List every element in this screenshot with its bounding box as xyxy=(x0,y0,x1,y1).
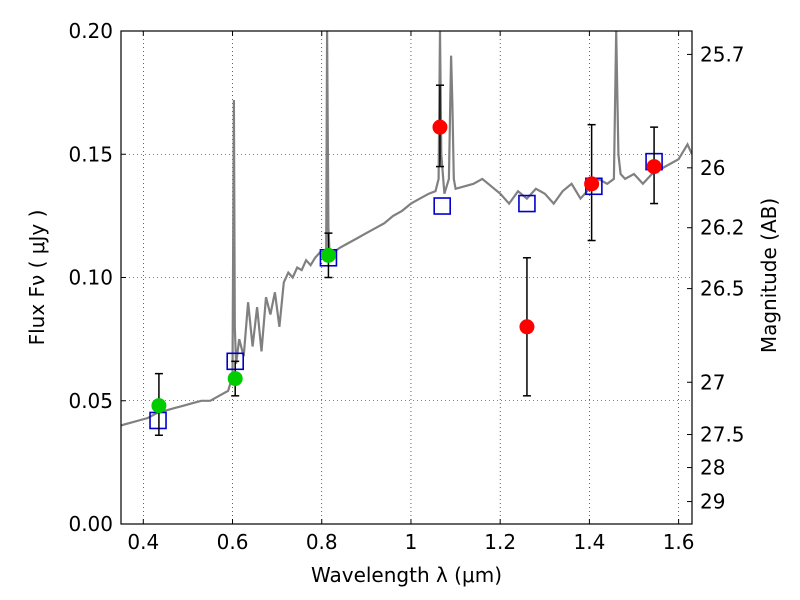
right-tick-label: 27 xyxy=(700,370,725,394)
right-tick-label: 26.5 xyxy=(700,277,745,301)
x-tick-label: 1 xyxy=(405,530,418,554)
axis-ticks: 0.4 0.6 0.8 1 1.2 1.4 1.6 0.00 0.05 0.10 0.15 0.20 2… xyxy=(68,19,744,554)
y-tick-label: 0.00 xyxy=(68,512,113,536)
x-tick-label: 0.8 xyxy=(306,530,338,554)
right-tick-label: 26 xyxy=(700,156,725,180)
model-square-marker xyxy=(433,197,451,215)
x-tick-label: 1.6 xyxy=(663,530,695,554)
right-tick-label: 26.2 xyxy=(700,216,745,240)
right-tick-label: 28 xyxy=(700,456,725,480)
x-axis-label: Wavelength λ (μm) xyxy=(311,563,502,587)
observed-point xyxy=(320,247,336,263)
x-tick-label: 1.2 xyxy=(484,530,516,554)
observed-point xyxy=(151,398,167,414)
right-tick-label: 29 xyxy=(700,490,725,514)
y-tick-label: 0.15 xyxy=(68,142,113,166)
grid xyxy=(121,31,692,524)
y-tick-label: 0.05 xyxy=(68,389,113,413)
spectrum-line xyxy=(121,31,692,427)
y-axis-right-label: Magnitude (AB) xyxy=(757,198,781,353)
right-tick-label: 25.7 xyxy=(700,42,745,66)
x-tick-label: 0.4 xyxy=(127,530,159,554)
observed-point xyxy=(584,176,600,192)
y-tick-label: 0.20 xyxy=(68,19,113,43)
observed-point xyxy=(432,119,448,135)
observed-point xyxy=(646,159,662,175)
right-tick-label: 27.5 xyxy=(700,423,745,447)
x-tick-label: 0.6 xyxy=(217,530,249,554)
y-axis-label: Flux Fν ( μJy ) xyxy=(25,210,49,346)
plot-frame xyxy=(120,30,693,525)
observed-point xyxy=(227,371,243,387)
observed-point xyxy=(519,319,535,335)
x-tick-label: 1.4 xyxy=(573,530,605,554)
y-tick-label: 0.10 xyxy=(68,266,113,290)
plot-data xyxy=(121,31,692,437)
model-square-marker xyxy=(518,194,536,213)
